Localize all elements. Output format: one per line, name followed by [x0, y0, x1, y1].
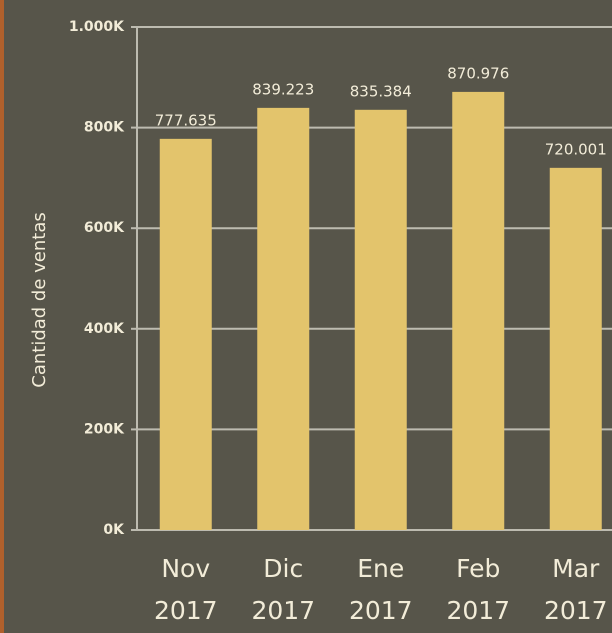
value-label: 870.976	[447, 64, 509, 82]
bar	[257, 107, 310, 530]
value-label: 835.384	[350, 82, 412, 100]
value-label: 839.223	[252, 80, 314, 98]
x-tick-label: Mar	[552, 554, 600, 583]
bar	[159, 138, 212, 530]
x-tick-label: Ene	[357, 554, 404, 583]
y-tick-label: 800K	[84, 120, 125, 136]
bar	[549, 167, 602, 531]
x-tick-label: 2017	[349, 596, 413, 625]
x-tick-label: 2017	[544, 596, 608, 625]
y-tick-label: 600K	[84, 220, 125, 236]
x-tick-label: 2017	[251, 596, 315, 625]
x-tick-label: Feb	[456, 554, 500, 583]
y-tick-label: 1.000K	[69, 19, 125, 35]
y-tick-label: 0K	[103, 522, 125, 538]
x-tick-label: 2017	[446, 596, 510, 625]
bar	[354, 109, 407, 530]
x-tick-label: Nov	[161, 554, 210, 583]
x-tick-label: Dic	[263, 554, 303, 583]
value-label: 720.001	[545, 140, 607, 158]
bar	[452, 91, 505, 530]
y-axis-title: Cantidad de ventas	[29, 212, 50, 388]
value-label: 777.635	[155, 111, 217, 129]
y-tick-label: 400K	[84, 321, 125, 337]
y-tick-label: 200K	[84, 421, 125, 437]
left-edge	[0, 0, 4, 633]
x-tick-label: 2017	[154, 596, 218, 625]
